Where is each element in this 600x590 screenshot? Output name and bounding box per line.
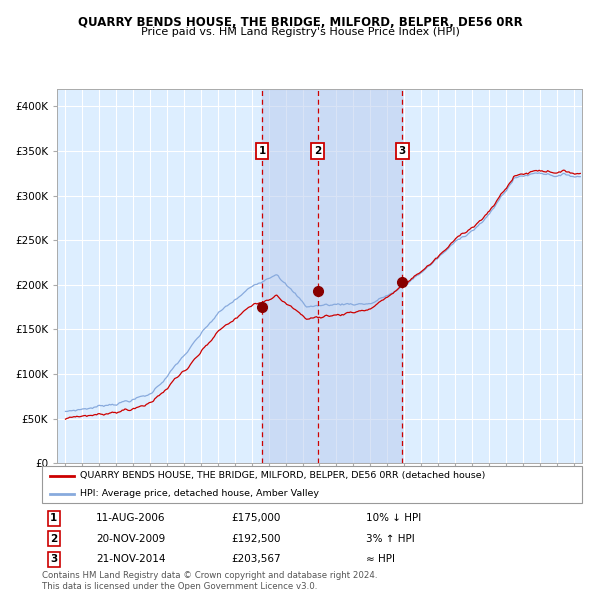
FancyBboxPatch shape [42,466,582,503]
Text: 3: 3 [398,146,406,156]
Bar [262,88,403,463]
Text: 2: 2 [50,534,58,544]
Text: 20-NOV-2009: 20-NOV-2009 [96,534,165,544]
Text: ≈ HPI: ≈ HPI [366,554,395,564]
Text: 1: 1 [259,146,266,156]
Text: QUARRY BENDS HOUSE, THE BRIDGE, MILFORD, BELPER, DE56 0RR: QUARRY BENDS HOUSE, THE BRIDGE, MILFORD,… [77,16,523,29]
Text: 11-AUG-2006: 11-AUG-2006 [96,513,166,523]
Text: 2: 2 [314,146,321,156]
Text: 21-NOV-2014: 21-NOV-2014 [96,554,166,564]
Text: 3% ↑ HPI: 3% ↑ HPI [366,534,415,544]
Text: 3: 3 [50,554,58,564]
Text: HPI: Average price, detached house, Amber Valley: HPI: Average price, detached house, Ambe… [80,489,319,498]
Text: QUARRY BENDS HOUSE, THE BRIDGE, MILFORD, BELPER, DE56 0RR (detached house): QUARRY BENDS HOUSE, THE BRIDGE, MILFORD,… [80,471,485,480]
Text: 1: 1 [50,513,58,523]
Text: £175,000: £175,000 [231,513,280,523]
Text: Price paid vs. HM Land Registry's House Price Index (HPI): Price paid vs. HM Land Registry's House … [140,27,460,37]
Text: Contains HM Land Registry data © Crown copyright and database right 2024.
This d: Contains HM Land Registry data © Crown c… [42,571,377,590]
Text: £192,500: £192,500 [231,534,281,544]
Text: 10% ↓ HPI: 10% ↓ HPI [366,513,421,523]
Text: £203,567: £203,567 [231,554,281,564]
